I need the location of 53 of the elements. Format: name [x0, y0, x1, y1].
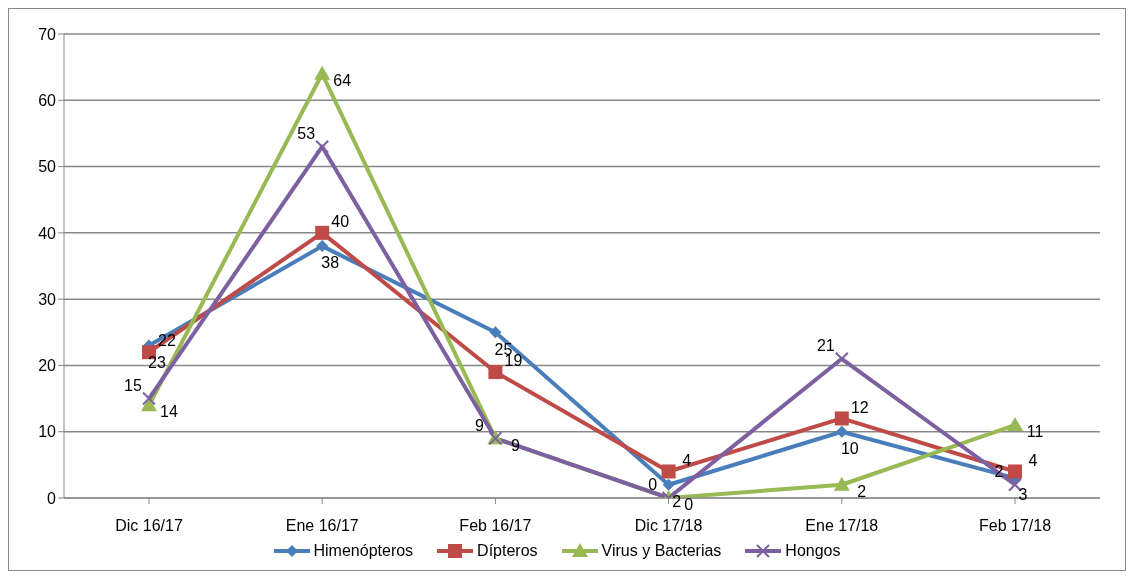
data-label: 64 [333, 71, 352, 90]
data-label: 4 [1028, 451, 1038, 469]
point [489, 326, 502, 339]
y-tick-label: 70 [38, 25, 57, 43]
point [661, 464, 676, 479]
point [1008, 464, 1022, 479]
y-tick-label: 10 [38, 423, 57, 441]
x-tick-label: Dic 16/17 [115, 517, 183, 535]
point [142, 391, 156, 406]
data-label: 11 [1026, 423, 1044, 441]
x-tick-label: Feb 16/17 [459, 517, 532, 535]
data-label: 22 [158, 332, 176, 350]
legend-label: Hongos [784, 542, 841, 560]
data-label: 0 [684, 496, 694, 514]
data-label: 38 [321, 254, 340, 272]
data-label: 9 [510, 436, 520, 454]
point [834, 411, 849, 426]
data-label: 40 [331, 213, 350, 231]
legend-label: Dípteros [476, 542, 538, 560]
y-tick-label: 0 [47, 489, 57, 507]
point [835, 425, 848, 438]
x-tick-label: Ene 17/18 [805, 517, 879, 535]
point [662, 478, 675, 491]
data-label: 23 [148, 353, 166, 371]
data-label: 2 [857, 482, 867, 500]
point [315, 139, 330, 154]
data-label: 12 [850, 398, 869, 416]
y-tick-label: 30 [38, 290, 57, 308]
data-label: 21 [816, 337, 835, 355]
point [833, 476, 850, 491]
y-tick-label: 20 [38, 357, 57, 375]
y-tick-label: 60 [38, 91, 57, 109]
point [834, 351, 849, 366]
data-label: 3 [1018, 486, 1028, 504]
data-label: 10 [840, 439, 859, 457]
x-tick-label: Feb 17/18 [978, 517, 1052, 535]
data-label: 0 [648, 476, 658, 494]
point [1007, 417, 1023, 432]
x-tick-label: Ene 16/17 [285, 517, 359, 535]
point [315, 225, 330, 240]
data-label: 15 [124, 376, 142, 394]
data-label: 14 [160, 403, 178, 421]
point [316, 240, 329, 253]
data-label: 2 [672, 492, 682, 510]
y-tick-label: 50 [38, 158, 57, 176]
legend-label: Virus y Bacterias [600, 542, 722, 560]
point [488, 365, 503, 380]
legend-label: Himenópteros [312, 542, 414, 560]
point [314, 65, 331, 80]
data-label: 9 [474, 416, 484, 434]
x-tick-label: Dic 17/18 [634, 517, 703, 535]
data-label: 53 [297, 124, 316, 142]
y-tick-label: 40 [38, 224, 57, 242]
